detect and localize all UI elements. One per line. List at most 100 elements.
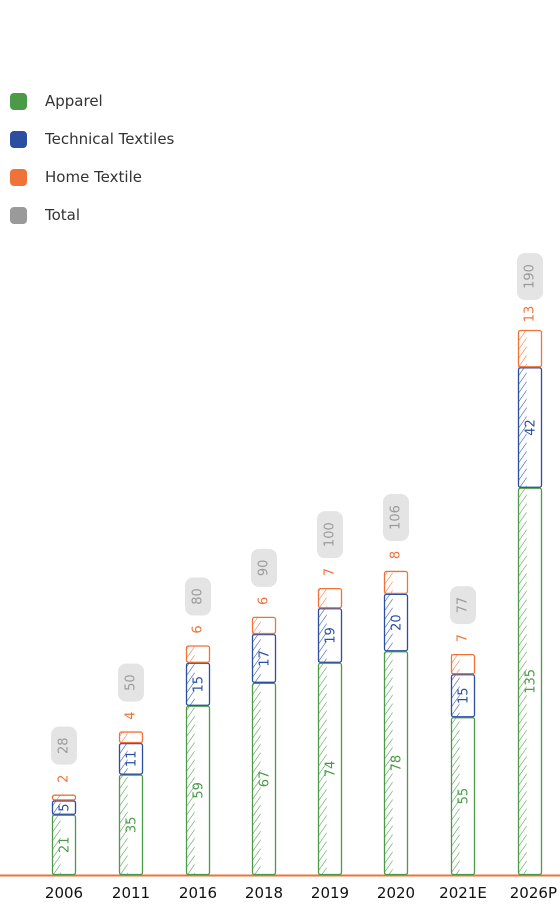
data-label-technical-textiles: 19 (324, 627, 339, 644)
legend-item-apparel: Apparel (10, 82, 174, 120)
data-label-home-textile: 6 (191, 625, 206, 633)
bar-segment-home-textile (383, 570, 409, 595)
bar-segment-home-textile (118, 731, 144, 744)
data-label-apparel: 35 (125, 817, 140, 834)
bar-segment-outline (517, 367, 543, 488)
legend-item-home-textile: Home Textile (10, 158, 174, 196)
x-tick-label: 2019 (311, 884, 349, 902)
data-label-home-textile: 8 (389, 551, 404, 559)
bar-segment-technical-textiles (517, 367, 543, 488)
bar-segment-hatch (518, 367, 527, 488)
x-tick-label: 2021E (439, 884, 487, 902)
bar-segment-hatch (252, 634, 261, 683)
bar-segment-outline (51, 800, 77, 815)
bar-segment-outline (118, 731, 144, 744)
bar-segment-hatch (186, 645, 195, 663)
legend-label-total: Total (45, 206, 81, 224)
total-label: 28 (57, 737, 72, 754)
data-label-apparel: 67 (258, 771, 273, 788)
legend-swatch-home-textile (10, 168, 27, 186)
x-tick-label: 2020 (377, 884, 415, 902)
bar-segment-outline (51, 794, 77, 801)
bar-segment-technical-textiles (251, 633, 277, 683)
bar-segment-apparel (383, 651, 409, 876)
bar-segment-technical-textiles (118, 742, 144, 775)
data-label-apparel: 78 (390, 755, 405, 772)
bar-segment-apparel (51, 814, 77, 876)
data-label-technical-textiles: 15 (457, 687, 472, 704)
total-pill (450, 586, 476, 625)
bar-segment-hatch (119, 731, 128, 744)
bar-segment-outline (450, 717, 476, 876)
legend-swatch-technical-textiles (10, 130, 27, 148)
bar-segment-technical-textiles (51, 800, 77, 815)
bar-segment-apparel (185, 705, 211, 876)
bar-segment-outline (118, 774, 144, 876)
data-label-apparel: 74 (324, 761, 339, 778)
bar-segment-hatch (186, 705, 195, 875)
legend-item-total: Total (10, 196, 174, 234)
bar-segment-hatch (384, 593, 393, 652)
bar-segment-hatch (186, 662, 195, 706)
bar-segment-hatch (119, 774, 128, 875)
bar-segment-home-textile (317, 588, 343, 609)
data-label-home-textile: 6 (257, 597, 272, 605)
bar-segment-outline (317, 588, 343, 609)
data-label-home-textile: 2 (57, 775, 72, 783)
total-label: 100 (323, 522, 338, 547)
legend: Apparel Technical Textiles Home Textile … (10, 82, 174, 234)
total-label: 50 (124, 674, 139, 691)
bar-segment-home-textile (51, 794, 77, 801)
x-tick-label: 2026P (510, 884, 557, 902)
bar-segment-hatch (252, 682, 261, 875)
bar-segment-outline (317, 608, 343, 663)
total-label: 77 (456, 597, 471, 614)
bar-segment-technical-textiles (450, 674, 476, 718)
bar-segment-hatch (518, 487, 527, 875)
bar-segment-hatch (52, 814, 61, 875)
bar-segment-hatch (384, 651, 393, 875)
bar-segment-outline (118, 742, 144, 775)
x-tick-label: 2011 (112, 884, 150, 902)
data-label-apparel: 55 (457, 788, 472, 805)
total-pill (383, 493, 409, 541)
data-label-home-textile: 13 (523, 306, 538, 323)
data-label-technical-textiles: 20 (390, 614, 405, 631)
data-label-home-textile: 7 (323, 568, 338, 576)
bar-segment-outline (450, 674, 476, 718)
x-tick-label: 2016 (179, 884, 217, 902)
bar-segment-hatch (52, 794, 61, 801)
bar-segment-home-textile (251, 616, 277, 635)
total-pill (185, 577, 211, 616)
legend-swatch-apparel (10, 92, 27, 110)
bar-segment-outline (383, 651, 409, 876)
bar-segment-outline (517, 487, 543, 876)
data-label-technical-textiles: 15 (192, 676, 207, 693)
bar-segment-outline (383, 570, 409, 595)
bar-segment-outline (383, 593, 409, 652)
total-pill (118, 663, 144, 702)
total-pill (317, 511, 343, 559)
bar-segment-outline (185, 645, 211, 663)
legend-label-home-textile: Home Textile (45, 168, 142, 186)
data-label-apparel: 21 (58, 837, 73, 854)
bar-segment-outline (251, 633, 277, 683)
bar-segment-technical-textiles (383, 593, 409, 652)
bar-segment-outline (185, 705, 211, 876)
total-label: 90 (257, 560, 272, 577)
total-label: 106 (389, 505, 404, 530)
data-label-technical-textiles: 11 (125, 751, 140, 768)
total-pill (517, 253, 543, 300)
bar-segment-hatch (451, 717, 460, 875)
data-label-technical-textiles: 5 (58, 803, 73, 811)
x-tick-label: 2018 (245, 884, 283, 902)
data-label-technical-textiles: 42 (524, 419, 539, 436)
data-label-apparel: 59 (192, 782, 207, 799)
x-tick-label: 2006 (45, 884, 83, 902)
legend-swatch-total (10, 206, 27, 224)
bar-segment-outline (517, 329, 543, 368)
bar-segment-outline (251, 682, 277, 876)
bar-segment-apparel (251, 682, 277, 876)
bar-segment-apparel (317, 662, 343, 876)
